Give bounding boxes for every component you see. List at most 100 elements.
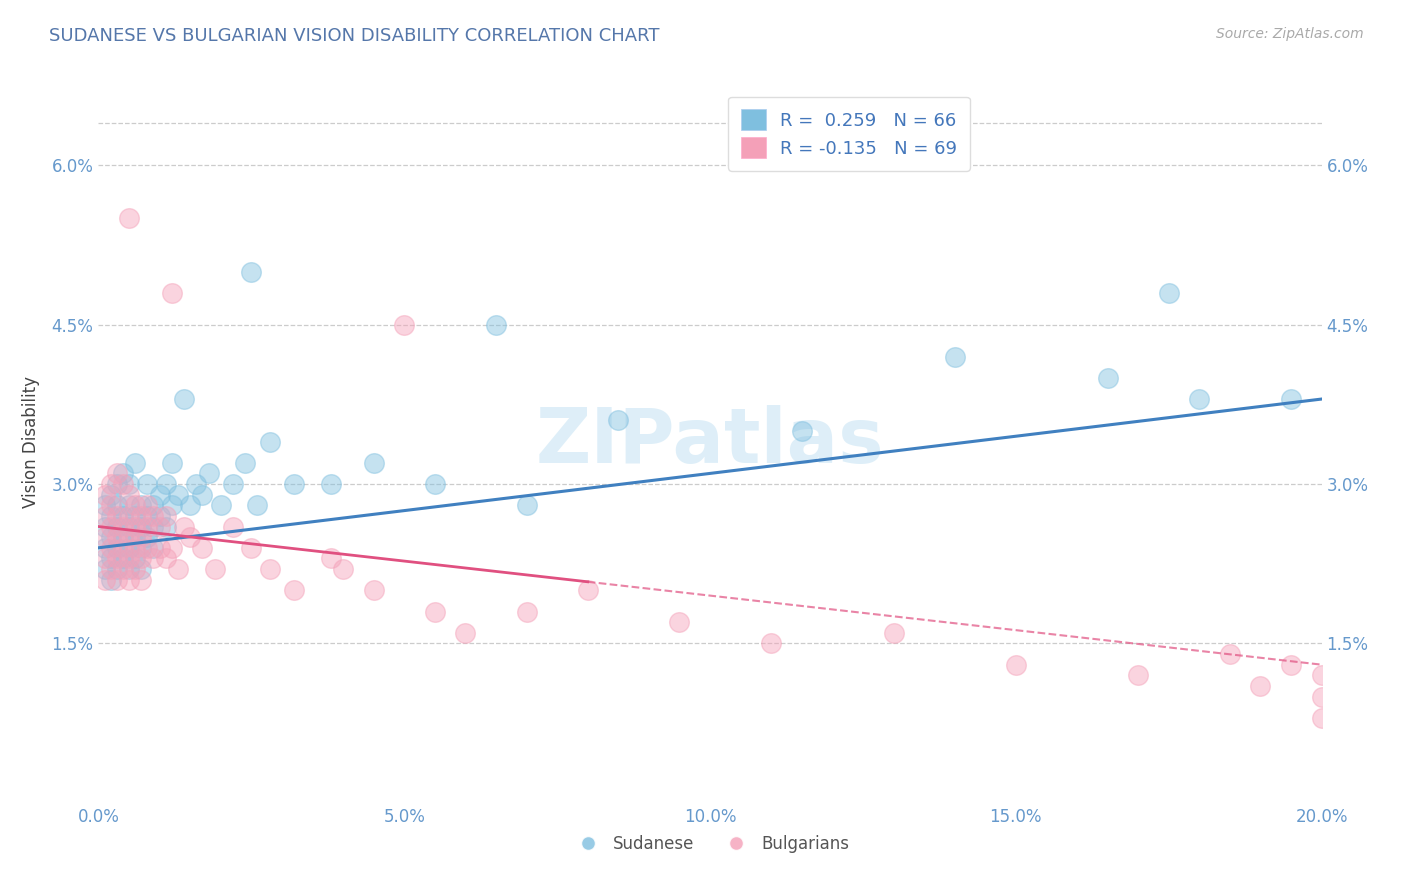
Point [100, 477, 122, 491]
Point [136, 477, 159, 491]
Point [883, 625, 905, 640]
Point [100, 488, 122, 502]
Point [155, 551, 177, 566]
Point [118, 498, 141, 512]
Point [1310, 690, 1333, 704]
Point [105, 519, 128, 533]
Point [105, 498, 128, 512]
Point [118, 573, 141, 587]
Point [111, 519, 134, 533]
Point [118, 488, 141, 502]
Point [118, 541, 141, 555]
Point [111, 477, 134, 491]
Y-axis label: Vision Disability: Vision Disability [22, 376, 41, 508]
Point [124, 530, 146, 544]
Point [111, 467, 134, 481]
Point [167, 488, 190, 502]
Point [759, 636, 782, 650]
Text: ZIPatlas: ZIPatlas [536, 405, 884, 478]
Point [111, 551, 134, 566]
Point [105, 477, 128, 491]
Point [111, 541, 134, 555]
Point [191, 541, 214, 555]
Point [332, 562, 354, 576]
Point [124, 519, 146, 533]
Point [100, 508, 122, 523]
Point [100, 541, 122, 555]
Point [105, 541, 128, 555]
Text: Source: ZipAtlas.com: Source: ZipAtlas.com [1216, 27, 1364, 41]
Point [93, 541, 115, 555]
Point [118, 519, 141, 533]
Point [149, 508, 172, 523]
Point [1249, 679, 1271, 693]
Point [124, 456, 146, 470]
Point [1279, 392, 1302, 406]
Point [668, 615, 690, 630]
Point [283, 583, 305, 598]
Point [136, 508, 159, 523]
Point [259, 562, 281, 576]
Point [179, 498, 201, 512]
Point [93, 562, 115, 576]
Point [118, 530, 141, 544]
Point [319, 551, 342, 566]
Point [93, 530, 115, 544]
Point [186, 477, 208, 491]
Point [392, 318, 416, 332]
Point [129, 519, 152, 533]
Point [222, 519, 245, 533]
Point [93, 498, 115, 512]
Point [204, 562, 226, 576]
Point [246, 498, 269, 512]
Point [105, 530, 128, 544]
Point [136, 519, 159, 533]
Point [155, 477, 177, 491]
Point [93, 488, 115, 502]
Text: SUDANESE VS BULGARIAN VISION DISABILITY CORRELATION CHART: SUDANESE VS BULGARIAN VISION DISABILITY … [49, 27, 659, 45]
Point [100, 573, 122, 587]
Point [129, 530, 152, 544]
Point [124, 541, 146, 555]
Point [1219, 647, 1241, 661]
Point [233, 456, 256, 470]
Point [105, 562, 128, 576]
Point [118, 551, 141, 566]
Point [259, 434, 281, 449]
Point [167, 562, 190, 576]
Point [197, 467, 219, 481]
Point [160, 456, 183, 470]
Point [105, 551, 128, 566]
Legend: Sudanese, Bulgarians: Sudanese, Bulgarians [565, 828, 855, 860]
Point [516, 498, 538, 512]
Point [1004, 657, 1026, 672]
Point [454, 625, 477, 640]
Point [142, 541, 165, 555]
Point [149, 519, 172, 533]
Point [93, 519, 115, 533]
Point [179, 530, 201, 544]
Point [160, 541, 183, 555]
Point [93, 551, 115, 566]
Point [209, 498, 232, 512]
Point [576, 583, 599, 598]
Point [222, 477, 245, 491]
Point [100, 551, 122, 566]
Point [1188, 392, 1211, 406]
Point [160, 498, 183, 512]
Point [118, 477, 141, 491]
Point [118, 562, 141, 576]
Point [943, 350, 966, 364]
Point [1310, 668, 1333, 682]
Point [160, 285, 183, 300]
Point [118, 211, 141, 226]
Point [1157, 285, 1180, 300]
Point [93, 508, 115, 523]
Point [129, 508, 152, 523]
Point [155, 519, 177, 533]
Point [149, 488, 172, 502]
Point [111, 562, 134, 576]
Point [100, 530, 122, 544]
Point [149, 541, 172, 555]
Point [129, 498, 152, 512]
